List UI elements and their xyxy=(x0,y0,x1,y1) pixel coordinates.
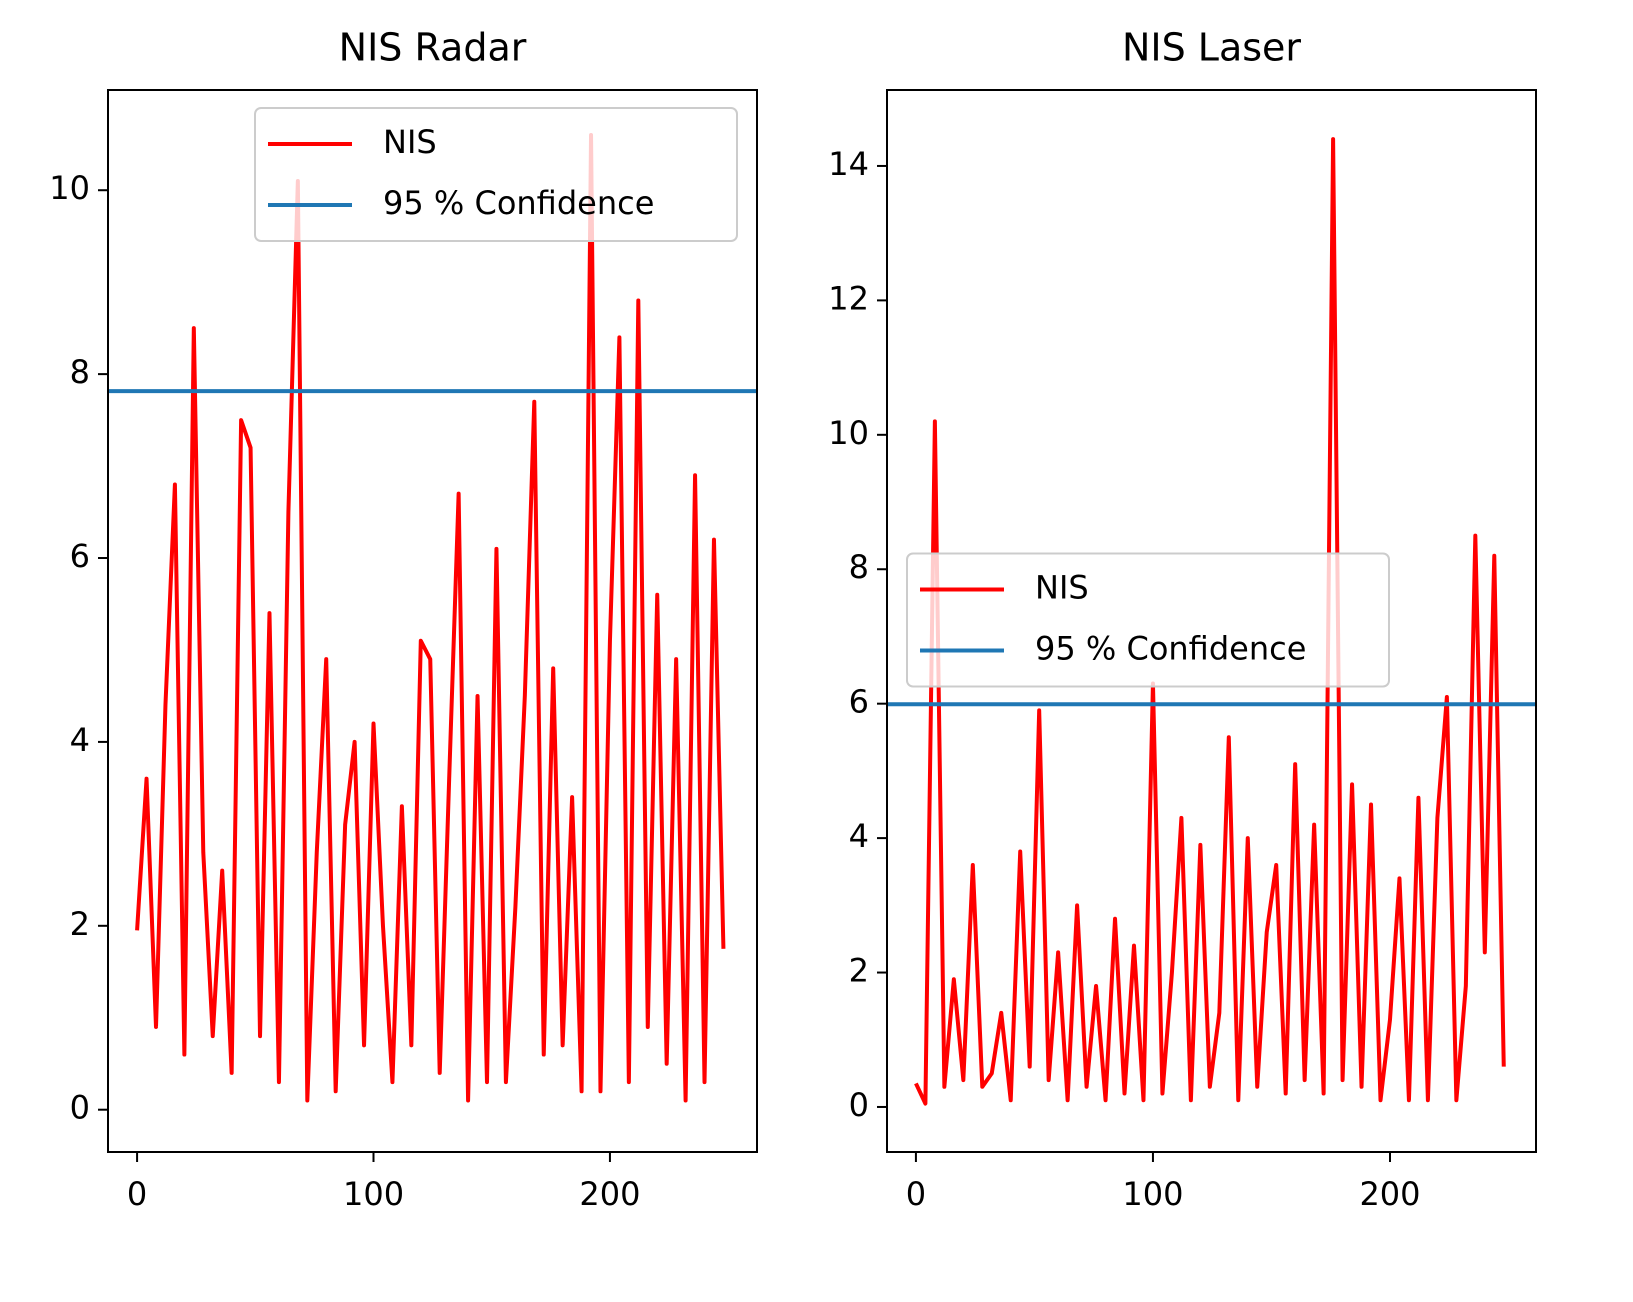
y-tick-label: 4 xyxy=(849,817,869,855)
y-tick-label: 10 xyxy=(49,169,90,207)
plot-area xyxy=(887,137,1536,1106)
x-tick-label: 0 xyxy=(127,1175,147,1213)
y-tick-label: 6 xyxy=(849,683,869,721)
y-tick-label: 0 xyxy=(849,1086,869,1124)
data-line xyxy=(914,137,1506,1106)
x-tick-label: 100 xyxy=(1122,1175,1183,1213)
legend-box xyxy=(254,107,738,242)
x-tick-label: 0 xyxy=(906,1175,926,1213)
chart-title: NIS Radar xyxy=(339,26,527,70)
y-tick-label: 14 xyxy=(828,145,869,183)
legend-box xyxy=(906,552,1390,688)
y-tick-label: 2 xyxy=(70,905,90,943)
axes-frame xyxy=(107,89,758,1153)
x-tick-label: 100 xyxy=(343,1175,404,1213)
chart-title: NIS Laser xyxy=(1122,26,1301,70)
y-tick-label: 6 xyxy=(70,537,90,575)
y-tick-label: 8 xyxy=(70,353,90,391)
y-tick-label: 0 xyxy=(70,1089,90,1127)
x-tick-label: 200 xyxy=(1359,1175,1420,1213)
legend-label: 95 % Confidence xyxy=(383,184,654,222)
legend-label: NIS xyxy=(383,123,437,161)
y-tick-label: 12 xyxy=(828,279,869,317)
y-tick-label: 2 xyxy=(849,952,869,990)
y-tick-label: 8 xyxy=(849,548,869,586)
axes-frame xyxy=(886,89,1537,1153)
plot-area xyxy=(108,133,757,1103)
x-tick-label: 200 xyxy=(579,1175,640,1213)
y-tick-label: 10 xyxy=(828,414,869,452)
legend-label: NIS xyxy=(1035,569,1089,607)
legend-label: 95 % Confidence xyxy=(1035,630,1306,668)
y-tick-label: 4 xyxy=(70,721,90,759)
data-line xyxy=(135,133,726,1103)
